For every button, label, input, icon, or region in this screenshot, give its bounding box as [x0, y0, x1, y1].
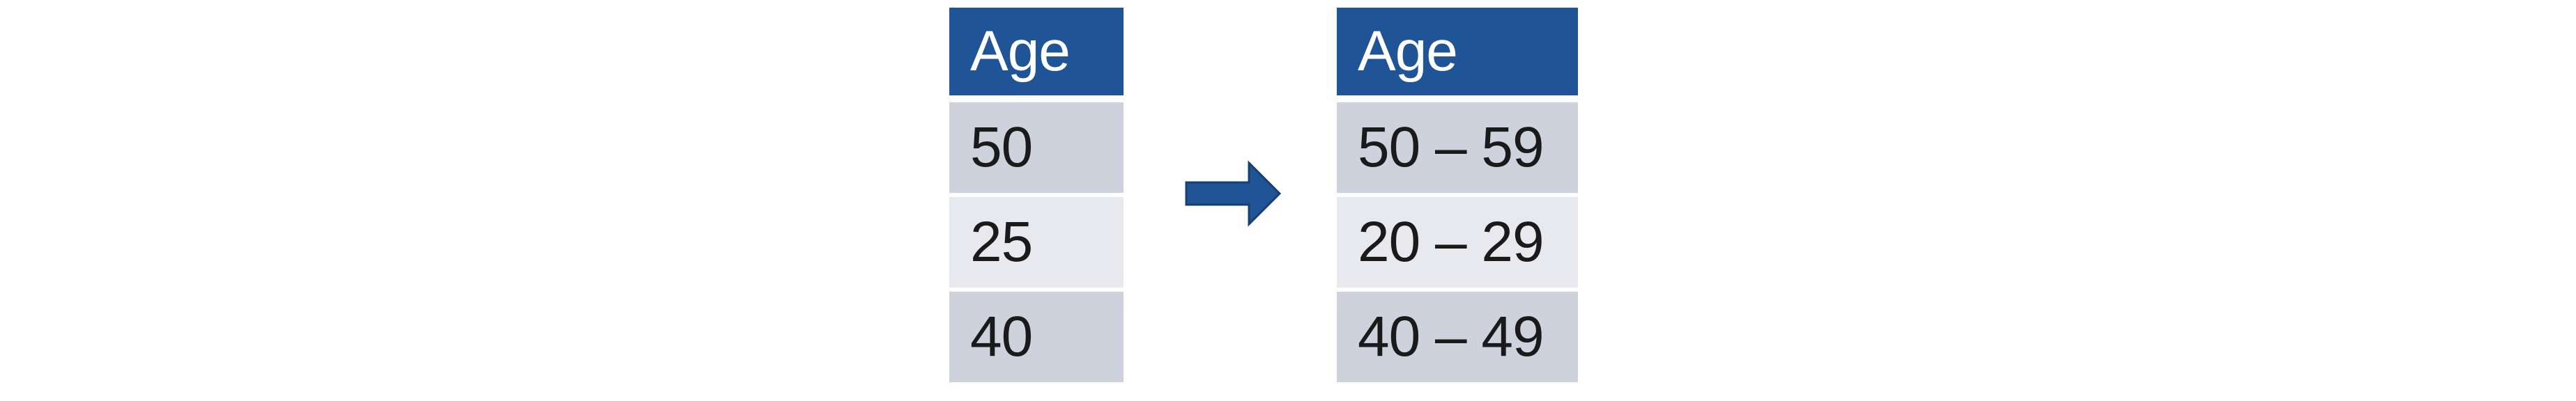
age-table-original: Age 50 25 40	[949, 8, 1124, 386]
table-row: 50	[949, 102, 1124, 193]
age-table-binned: Age 50 – 59 20 – 29 40 – 49	[1337, 8, 1578, 386]
table-row: 20 – 29	[1337, 197, 1578, 288]
age-column-header: Age	[1337, 8, 1578, 95]
table-row: 40	[949, 292, 1124, 382]
age-column-header: Age	[949, 8, 1124, 95]
table-row: 25	[949, 197, 1124, 288]
right-arrow-icon	[1185, 160, 1282, 227]
table-row: 40 – 49	[1337, 292, 1578, 382]
table-row: 50 – 59	[1337, 102, 1578, 193]
